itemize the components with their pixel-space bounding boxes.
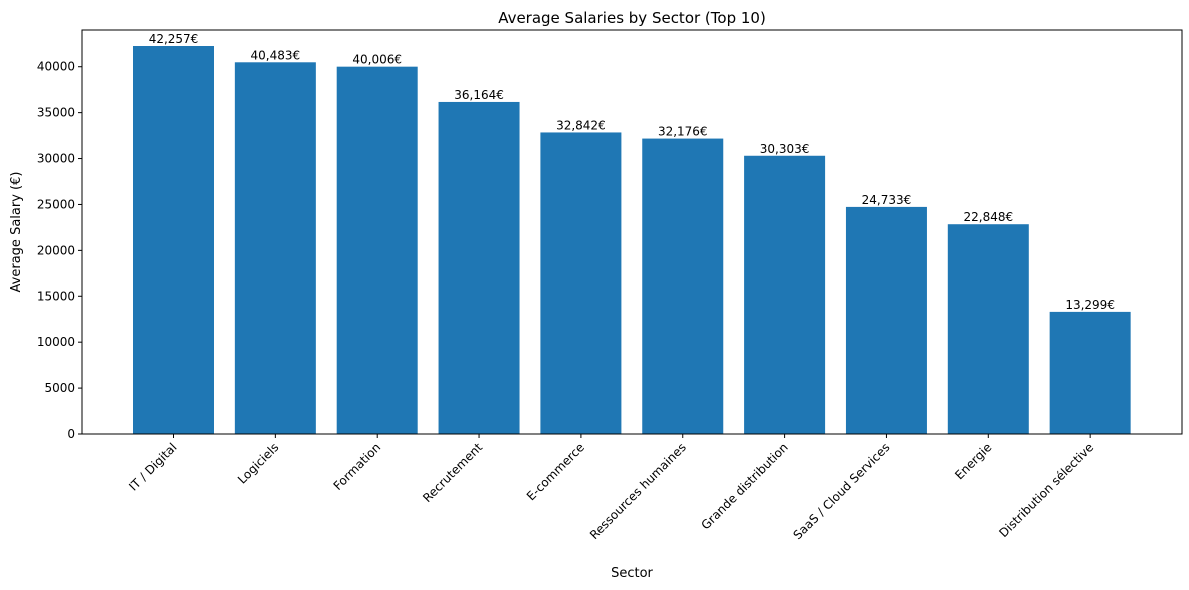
- chart-title: Average Salaries by Sector (Top 10): [498, 9, 766, 27]
- y-tick-label: 5000: [44, 381, 75, 395]
- y-tick-label: 15000: [37, 289, 75, 303]
- y-tick-label: 40000: [37, 60, 75, 74]
- y-tick-label: 25000: [37, 197, 75, 211]
- bar: [234, 62, 316, 434]
- x-axis: IT / Digital Logiciels Formation Recrutemen…: [126, 434, 1096, 542]
- bar-data-label: 22,848€: [963, 210, 1013, 224]
- bar-data-label: 42,257€: [149, 32, 199, 46]
- bar-data-label: 30,303€: [760, 142, 810, 156]
- x-tick-label: Formation: [331, 440, 384, 493]
- bar: [947, 224, 1029, 434]
- bar: [336, 66, 418, 435]
- y-tick-label: 20000: [37, 243, 75, 257]
- bar-data-label: 32,176€: [658, 125, 708, 139]
- x-tick-label: Grande distribution: [699, 440, 791, 532]
- bar-data-label: 36,164€: [454, 88, 504, 102]
- x-tick-label: IT / Digital: [126, 440, 179, 493]
- bar: [438, 101, 520, 434]
- bar-data-label: 13,299€: [1065, 298, 1115, 312]
- bar-data-label: 32,842€: [556, 118, 606, 132]
- y-tick-label: 10000: [37, 335, 75, 349]
- bars-group: [133, 46, 1131, 435]
- x-tick-label: Recrutement: [420, 440, 485, 505]
- y-axis: 0 5000 10000 15000 20000 25000 30000 35000 40000: [37, 60, 82, 441]
- data-labels-group: 42,257€ 40,483€ 40,006€ 36,164€ 32,842€ 32,17…: [149, 32, 1115, 312]
- y-axis-label: Average Salary (€): [9, 172, 24, 293]
- bar-data-label: 40,483€: [251, 48, 301, 62]
- x-tick-label: Energie: [952, 440, 994, 482]
- y-tick-label: 0: [67, 427, 75, 441]
- x-tick-label: E-commerce: [524, 440, 587, 503]
- bar-data-label: 24,733€: [862, 193, 912, 207]
- bar: [133, 46, 214, 434]
- plot-frame: [81, 29, 1183, 435]
- bar-data-label: 40,006€: [352, 53, 402, 67]
- bar: [540, 132, 622, 434]
- x-axis-label: Sector: [611, 566, 653, 581]
- bar: [845, 206, 927, 434]
- x-tick-label: Logiciels: [235, 440, 281, 486]
- y-tick-label: 30000: [37, 152, 75, 166]
- x-tick-label: SaaS / Cloud Services: [791, 440, 893, 542]
- x-tick-label: Ressources humaines: [587, 440, 689, 542]
- x-tick-label: Distribution sélective: [996, 440, 1096, 540]
- bar: [1049, 311, 1131, 434]
- bar: [744, 155, 826, 434]
- bar: [642, 138, 724, 434]
- y-tick-label: 35000: [37, 106, 75, 120]
